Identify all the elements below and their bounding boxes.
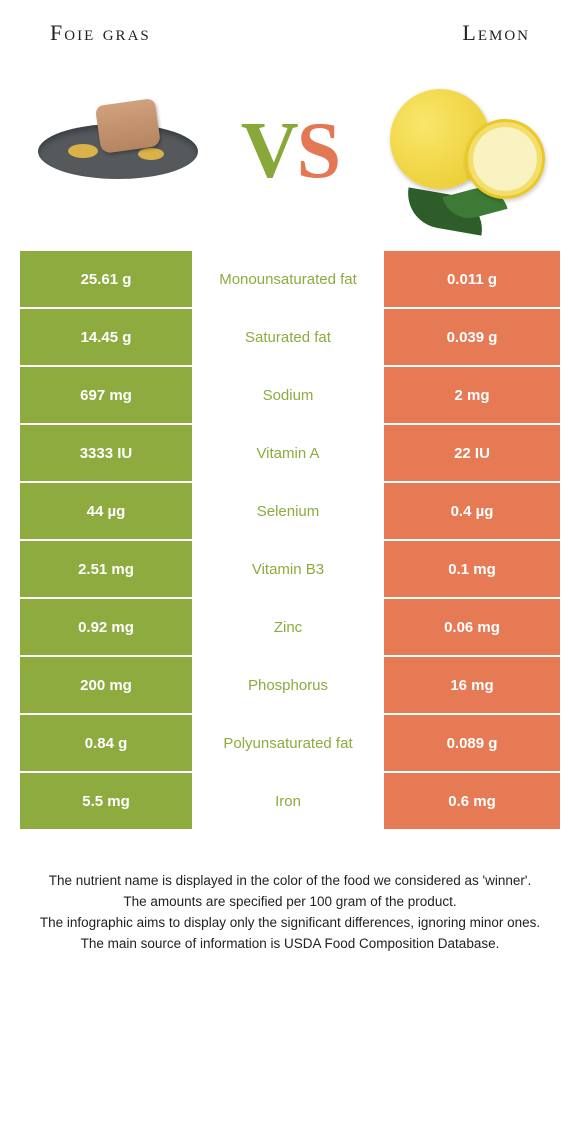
- left-value: 0.84 g: [20, 715, 192, 771]
- plate-icon: [38, 124, 198, 179]
- table-row: 44 µgSelenium0.4 µg: [20, 483, 560, 539]
- left-value: 44 µg: [20, 483, 192, 539]
- right-value: 0.039 g: [384, 309, 560, 365]
- right-food-image: [375, 64, 550, 239]
- table-row: 3333 IUVitamin A22 IU: [20, 425, 560, 481]
- nutrient-label: Iron: [194, 773, 382, 829]
- right-value: 0.6 mg: [384, 773, 560, 829]
- footer-line: The nutrient name is displayed in the co…: [30, 871, 550, 892]
- left-value: 25.61 g: [20, 251, 192, 307]
- table-row: 25.61 gMonounsaturated fat0.011 g: [20, 251, 560, 307]
- table-row: 2.51 mgVitamin B30.1 mg: [20, 541, 560, 597]
- right-value: 2 mg: [384, 367, 560, 423]
- left-value: 5.5 mg: [20, 773, 192, 829]
- nutrient-label: Selenium: [194, 483, 382, 539]
- vs-v-letter: V: [241, 107, 297, 195]
- right-value: 22 IU: [384, 425, 560, 481]
- nutrient-label: Vitamin B3: [194, 541, 382, 597]
- footer-line: The amounts are specified per 100 gram o…: [30, 892, 550, 913]
- left-value: 14.45 g: [20, 309, 192, 365]
- table-row: 14.45 gSaturated fat0.039 g: [20, 309, 560, 365]
- vs-label: VS: [241, 106, 339, 197]
- lemon-half-icon: [465, 119, 545, 199]
- right-value: 0.4 µg: [384, 483, 560, 539]
- right-value: 0.06 mg: [384, 599, 560, 655]
- right-value: 0.089 g: [384, 715, 560, 771]
- left-value: 2.51 mg: [20, 541, 192, 597]
- nutrient-label: Zinc: [194, 599, 382, 655]
- left-value: 200 mg: [20, 657, 192, 713]
- vs-s-letter: S: [297, 107, 340, 195]
- left-value: 697 mg: [20, 367, 192, 423]
- table-row: 697 mgSodium2 mg: [20, 367, 560, 423]
- footer-notes: The nutrient name is displayed in the co…: [20, 871, 560, 955]
- footer-line: The infographic aims to display only the…: [30, 913, 550, 934]
- left-food-image: [30, 64, 205, 239]
- nutrient-label: Phosphorus: [194, 657, 382, 713]
- right-value: 0.011 g: [384, 251, 560, 307]
- table-row: 0.84 gPolyunsaturated fat0.089 g: [20, 715, 560, 771]
- table-row: 0.92 mgZinc0.06 mg: [20, 599, 560, 655]
- right-value: 16 mg: [384, 657, 560, 713]
- nutrient-label: Monounsaturated fat: [194, 251, 382, 307]
- nutrient-label: Vitamin A: [194, 425, 382, 481]
- nutrient-label: Saturated fat: [194, 309, 382, 365]
- left-value: 3333 IU: [20, 425, 192, 481]
- nutrient-label: Sodium: [194, 367, 382, 423]
- nutrient-table: 25.61 gMonounsaturated fat0.011 g14.45 g…: [20, 251, 560, 831]
- nutrient-label: Polyunsaturated fat: [194, 715, 382, 771]
- table-row: 5.5 mgIron0.6 mg: [20, 773, 560, 829]
- left-value: 0.92 mg: [20, 599, 192, 655]
- right-food-name: Lemon: [462, 20, 530, 46]
- footer-line: The main source of information is USDA F…: [30, 934, 550, 955]
- table-row: 200 mgPhosphorus16 mg: [20, 657, 560, 713]
- right-value: 0.1 mg: [384, 541, 560, 597]
- header-labels: Foie gras Lemon: [20, 20, 560, 51]
- vs-row: VS: [20, 51, 560, 251]
- left-food-name: Foie gras: [50, 20, 151, 46]
